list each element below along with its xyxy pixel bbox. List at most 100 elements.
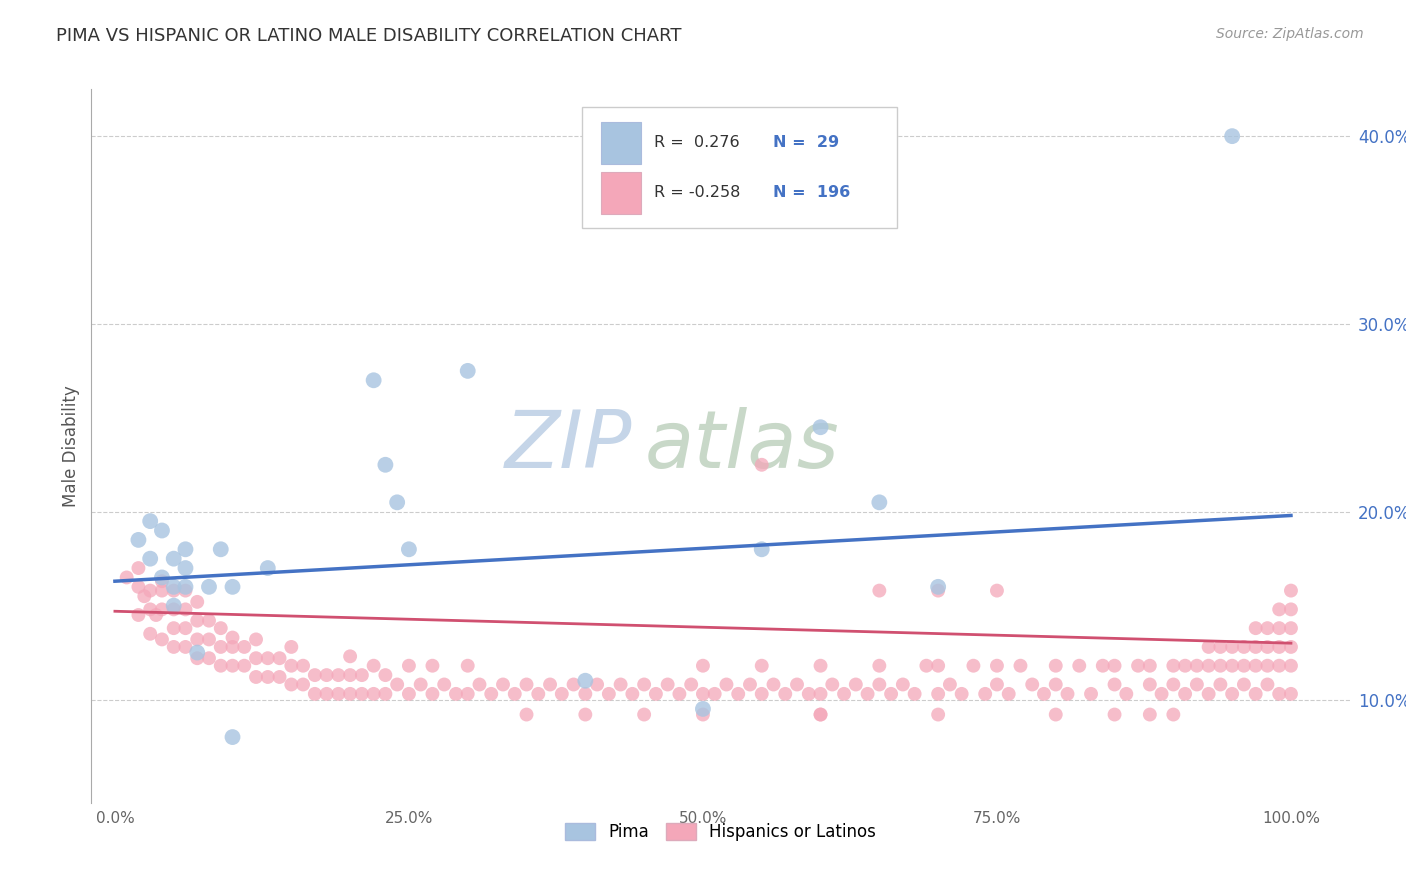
Point: [198, 651, 221, 665]
Y-axis label: Male Disability: Male Disability: [62, 385, 80, 507]
Point: [127, 561, 149, 575]
Point: [621, 687, 644, 701]
Point: [1256, 621, 1278, 635]
Point: [174, 602, 197, 616]
Point: [280, 658, 302, 673]
Point: [1163, 658, 1185, 673]
Point: [256, 651, 278, 665]
Point: [150, 574, 173, 589]
Point: [269, 670, 291, 684]
Point: [385, 495, 408, 509]
Point: [209, 640, 232, 654]
Point: [810, 707, 832, 722]
Point: [1233, 640, 1256, 654]
Point: [1010, 658, 1032, 673]
Point: [1209, 658, 1232, 673]
Point: [339, 668, 361, 682]
Point: [363, 658, 385, 673]
Point: [751, 542, 773, 557]
Point: [891, 677, 914, 691]
Point: [868, 583, 890, 598]
Point: [1220, 640, 1243, 654]
Point: [927, 658, 949, 673]
Point: [927, 583, 949, 598]
Point: [221, 640, 243, 654]
Point: [1198, 687, 1220, 701]
Point: [1220, 129, 1243, 144]
Point: [292, 658, 315, 673]
Point: [145, 607, 167, 622]
Point: [398, 687, 420, 701]
Point: [209, 621, 232, 635]
Point: [374, 687, 396, 701]
Point: [797, 687, 820, 701]
Point: [186, 595, 208, 609]
Point: [880, 687, 903, 701]
Point: [1174, 658, 1197, 673]
Point: [1256, 677, 1278, 691]
Point: [315, 668, 337, 682]
Point: [1244, 640, 1267, 654]
Point: [1139, 677, 1161, 691]
Point: [927, 707, 949, 722]
Point: [174, 580, 197, 594]
Point: [1080, 687, 1102, 701]
FancyBboxPatch shape: [600, 171, 641, 214]
Point: [339, 649, 361, 664]
Point: [1220, 687, 1243, 701]
Point: [668, 687, 690, 701]
Point: [350, 687, 373, 701]
Point: [997, 687, 1019, 701]
Point: [163, 551, 186, 566]
Point: [150, 570, 173, 584]
Point: [280, 640, 302, 654]
Point: [374, 668, 396, 682]
Point: [574, 673, 596, 688]
Point: [221, 658, 243, 673]
Point: [127, 533, 149, 547]
Point: [398, 658, 420, 673]
Point: [127, 607, 149, 622]
Point: [233, 640, 256, 654]
Point: [1268, 687, 1291, 701]
Point: [1279, 621, 1302, 635]
Point: [457, 364, 479, 378]
Point: [845, 677, 868, 691]
Point: [633, 677, 655, 691]
Point: [751, 458, 773, 472]
Point: [1279, 640, 1302, 654]
Point: [1268, 621, 1291, 635]
Point: [1045, 707, 1067, 722]
Point: [574, 687, 596, 701]
Point: [986, 583, 1008, 598]
Point: [139, 514, 162, 528]
Point: [457, 658, 479, 673]
Point: [422, 658, 444, 673]
Point: [363, 687, 385, 701]
Point: [727, 687, 749, 701]
Point: [751, 658, 773, 673]
Point: [1115, 687, 1137, 701]
Point: [692, 687, 714, 701]
Point: [1185, 658, 1208, 673]
Point: [1163, 677, 1185, 691]
Point: [1139, 658, 1161, 673]
Point: [1279, 658, 1302, 673]
Text: N =  29: N = 29: [773, 136, 839, 150]
Point: [832, 687, 855, 701]
Point: [810, 420, 832, 434]
Point: [315, 687, 337, 701]
Point: [139, 627, 162, 641]
Text: N =  196: N = 196: [773, 186, 851, 200]
Point: [221, 631, 243, 645]
Point: [939, 677, 962, 691]
Point: [1104, 677, 1126, 691]
Point: [974, 687, 997, 701]
Point: [115, 570, 138, 584]
Text: Source: ZipAtlas.com: Source: ZipAtlas.com: [1216, 27, 1364, 41]
Text: ZIP: ZIP: [505, 407, 633, 485]
Point: [515, 707, 537, 722]
Point: [1220, 658, 1243, 673]
Point: [339, 687, 361, 701]
Point: [433, 677, 456, 691]
